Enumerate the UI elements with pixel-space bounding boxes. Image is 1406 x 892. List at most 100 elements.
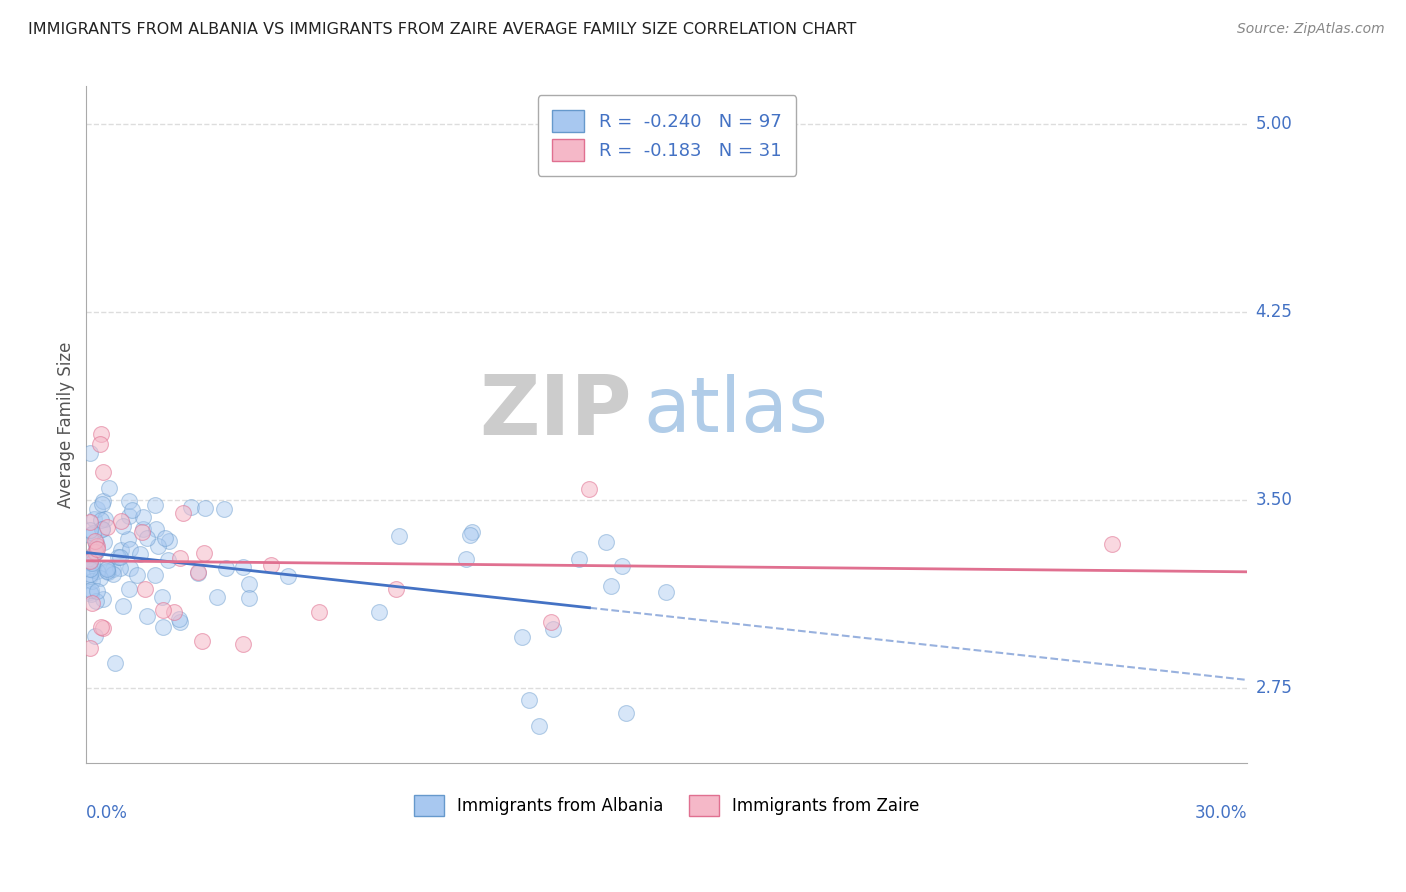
Point — [118, 508, 141, 523]
Point — [460, 528, 482, 542]
Point — [80, 596, 103, 610]
Point — [167, 612, 190, 626]
Point — [82, 563, 104, 577]
Point — [110, 550, 132, 565]
Text: 3.50: 3.50 — [1256, 491, 1292, 509]
Point — [153, 531, 176, 545]
Point — [111, 599, 134, 614]
Point — [86, 539, 108, 553]
Point — [79, 516, 101, 530]
Text: 5.00: 5.00 — [1256, 115, 1292, 133]
Point — [128, 547, 150, 561]
Text: IMMIGRANTS FROM ALBANIA VS IMMIGRANTS FROM ZAIRE AVERAGE FAMILY SIZE CORRELATION: IMMIGRANTS FROM ALBANIA VS IMMIGRANTS FR… — [28, 22, 856, 37]
Point — [1101, 536, 1123, 550]
Point — [232, 636, 254, 650]
Point — [80, 556, 103, 570]
Point — [84, 545, 107, 559]
Point — [90, 513, 112, 527]
Point — [84, 594, 107, 608]
Point — [84, 535, 107, 549]
Point — [191, 634, 214, 648]
Point — [194, 500, 217, 515]
Point — [132, 522, 155, 536]
Point — [541, 622, 564, 636]
Point — [86, 583, 108, 598]
Point — [232, 560, 254, 574]
Point — [93, 511, 115, 525]
Point — [86, 564, 108, 578]
Point — [79, 562, 101, 576]
Point — [79, 585, 101, 599]
Text: 0.0%: 0.0% — [86, 804, 128, 822]
Point — [96, 562, 118, 576]
Point — [461, 525, 484, 540]
Point — [79, 554, 101, 568]
Text: ZIP: ZIP — [479, 371, 633, 451]
Point — [368, 605, 391, 619]
Point — [103, 656, 125, 670]
Point — [260, 558, 283, 572]
Point — [163, 605, 186, 619]
Point — [136, 531, 159, 545]
Point — [540, 615, 562, 629]
Point — [108, 561, 131, 575]
Point — [238, 591, 260, 605]
Point — [169, 551, 191, 566]
Point — [96, 560, 118, 574]
Point — [93, 535, 115, 549]
Point — [79, 528, 101, 542]
Point — [79, 556, 101, 570]
Point — [86, 541, 108, 556]
Point — [510, 630, 533, 644]
Point — [120, 561, 142, 575]
Point — [103, 566, 125, 581]
Point — [117, 494, 139, 508]
Point — [117, 533, 139, 547]
Point — [385, 582, 408, 596]
Point — [79, 523, 101, 537]
Text: Source: ZipAtlas.com: Source: ZipAtlas.com — [1237, 22, 1385, 37]
Point — [79, 569, 101, 583]
Point — [82, 574, 104, 589]
Point — [86, 545, 108, 559]
Point — [118, 582, 141, 597]
Point — [96, 564, 118, 578]
Point — [238, 577, 260, 591]
Point — [205, 590, 228, 604]
Point — [157, 533, 180, 548]
Point — [214, 501, 236, 516]
Point — [79, 446, 101, 460]
Point — [308, 605, 330, 619]
Point — [91, 498, 114, 512]
Point — [180, 500, 202, 514]
Point — [568, 551, 591, 566]
Point — [157, 553, 180, 567]
Point — [143, 568, 166, 582]
Point — [83, 511, 105, 525]
Point — [79, 567, 101, 582]
Point — [101, 562, 124, 576]
Point — [187, 566, 209, 581]
Point — [152, 620, 174, 634]
Point — [89, 571, 111, 585]
Point — [578, 483, 600, 497]
Point — [454, 552, 477, 566]
Point — [121, 503, 143, 517]
Point — [97, 565, 120, 579]
Point — [84, 629, 107, 643]
Point — [146, 539, 169, 553]
Point — [84, 538, 107, 552]
Point — [215, 560, 238, 574]
Point — [143, 498, 166, 512]
Point — [169, 615, 191, 629]
Point — [277, 569, 299, 583]
Text: 30.0%: 30.0% — [1195, 804, 1247, 822]
Point — [112, 519, 135, 533]
Point — [82, 526, 104, 541]
Point — [529, 718, 551, 732]
Point — [79, 554, 101, 568]
Point — [172, 506, 194, 520]
Point — [118, 542, 141, 557]
Point — [134, 582, 156, 597]
Point — [86, 501, 108, 516]
